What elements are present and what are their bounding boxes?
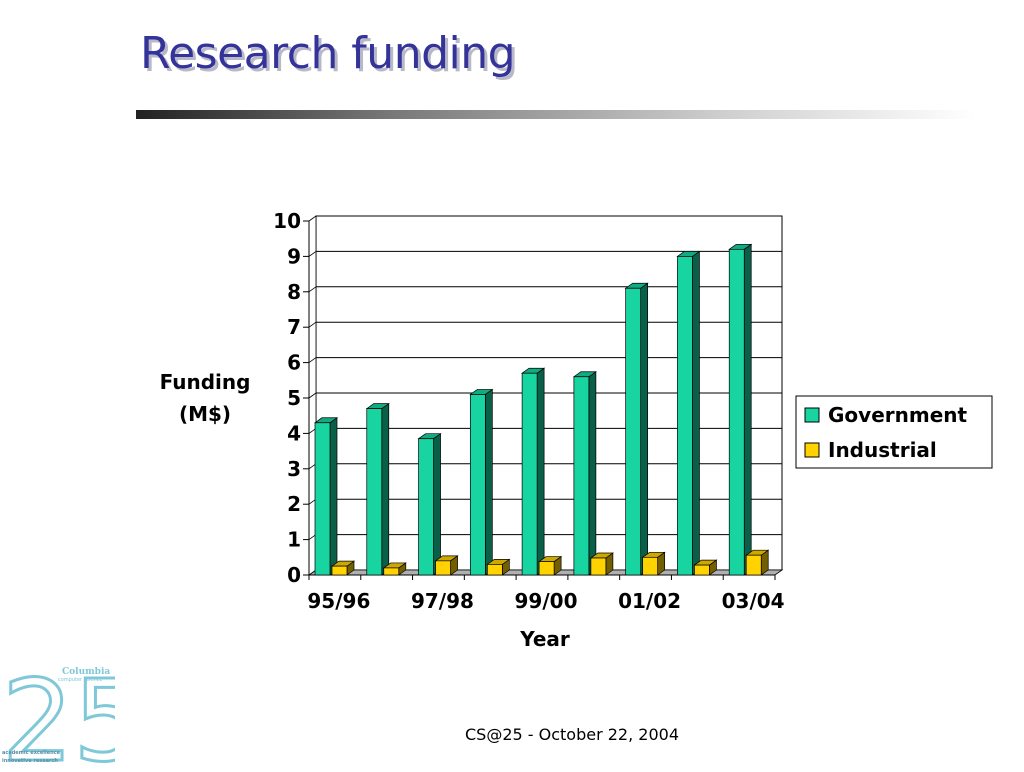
bar-front [383,567,400,576]
bar-government-99-00 [521,367,546,576]
y-tick-label: 9 [287,244,301,268]
bar-front [314,422,331,576]
bar-industrial-02-03 [693,559,718,576]
bar-front [469,394,486,576]
slide-footer: CS@25 - October 22, 2004 [465,725,679,744]
bar-front [728,248,745,576]
chart-bars [313,243,770,576]
y-tick-label: 0 [287,563,301,587]
bar-front [625,287,642,576]
legend-label-government: Government [828,403,968,427]
bar-front [694,564,710,576]
cs25-logo-graphic: 25 Columbia computer science academic ex… [1,656,147,772]
x-tick-label: 97/98 [411,589,474,613]
legend-swatch-industrial [804,442,820,458]
legend-box [795,395,993,469]
bar-industrial-03-04 [745,549,770,576]
y-tick-label: 6 [287,351,301,375]
y-tick-label: 1 [287,528,301,552]
y-tick-label: 8 [287,280,301,304]
logo-bottom-line-1: academic excellence [2,750,61,756]
y-tick-label: 7 [287,315,301,339]
gridline-side [308,392,317,399]
gridline-side [308,286,317,293]
chart-legend: Government Industrial [795,395,993,469]
bar-front [521,372,538,576]
y-tick-label: 10 [273,209,301,233]
cs25-logo: 25 Columbia computer science academic ex… [0,656,147,772]
legend-swatch-government [804,407,820,423]
logo-top-line-1: Columbia [62,667,110,677]
gridline-side [308,357,317,363]
bar-government-96-97 [365,402,390,576]
bar-side [743,243,752,576]
bar-government-00-01 [572,371,597,576]
logo-top-line-2: computer science [58,677,103,683]
y-tick-label: 3 [287,457,301,481]
bar-industrial-96-97 [382,562,407,576]
gridline-side [308,251,317,257]
bar-government-01-02 [624,282,649,576]
x-tick-label: 99/00 [515,589,578,613]
bar-front [590,557,607,576]
bar-government-98-99 [469,388,494,576]
x-tick-label: 95/96 [307,589,370,613]
bar-side [381,402,390,576]
bar-front [331,565,348,576]
x-tick-label: 03/04 [722,589,785,613]
bar-side [484,388,493,576]
legend-label-industrial: Industrial [828,438,937,462]
bar-front [538,561,555,576]
title-divider [136,110,976,119]
bar-government-97-98 [417,433,442,576]
bar-side [692,250,700,576]
bar-industrial-95-96 [330,560,356,576]
bar-industrial-01-02 [641,551,666,576]
gridline-side [308,321,317,328]
bar-industrial-99-00 [538,555,563,576]
bar-front [486,564,503,576]
bar-government-03-04 [728,243,753,576]
bar-front [677,256,693,576]
y-axis-title-line: (M$) [179,402,231,426]
y-tick-label: 5 [287,386,301,410]
bar-front [573,376,590,576]
x-axis-title: Year [519,627,570,651]
x-tick-label: 01/02 [618,589,681,613]
bar-government-02-03 [676,250,701,576]
bar-front [435,560,451,576]
bar-front [418,438,434,576]
bar-front [642,556,659,576]
bar-industrial-97-98 [434,555,459,576]
chart-labels: 0 1 2 3 4 5 6 7 8 9 10 95/96 97/98 99/00 01/02 03/04 Yea… [160,209,785,651]
bar-side [329,417,338,576]
bar-side [640,282,649,576]
y-tick-label: 4 [287,421,301,445]
bar-industrial-98-99 [486,558,511,576]
bar-side [588,371,597,576]
bar-front [745,554,762,576]
logo-bottom-line-2: innovative research [2,758,58,764]
slide-title: Research funding [140,28,516,79]
bar-industrial-00-01 [589,552,614,576]
bar-front [366,408,383,576]
y-axis-title-line: Funding [160,370,251,394]
bar-side [433,433,441,576]
bar-government-95-96 [313,417,339,576]
y-tick-label: 2 [287,492,301,516]
bar-side [536,367,545,576]
